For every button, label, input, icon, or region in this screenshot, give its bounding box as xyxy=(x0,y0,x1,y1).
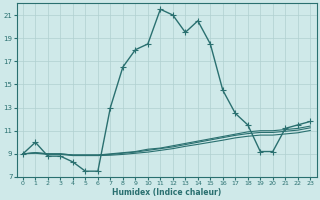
X-axis label: Humidex (Indice chaleur): Humidex (Indice chaleur) xyxy=(112,188,221,197)
